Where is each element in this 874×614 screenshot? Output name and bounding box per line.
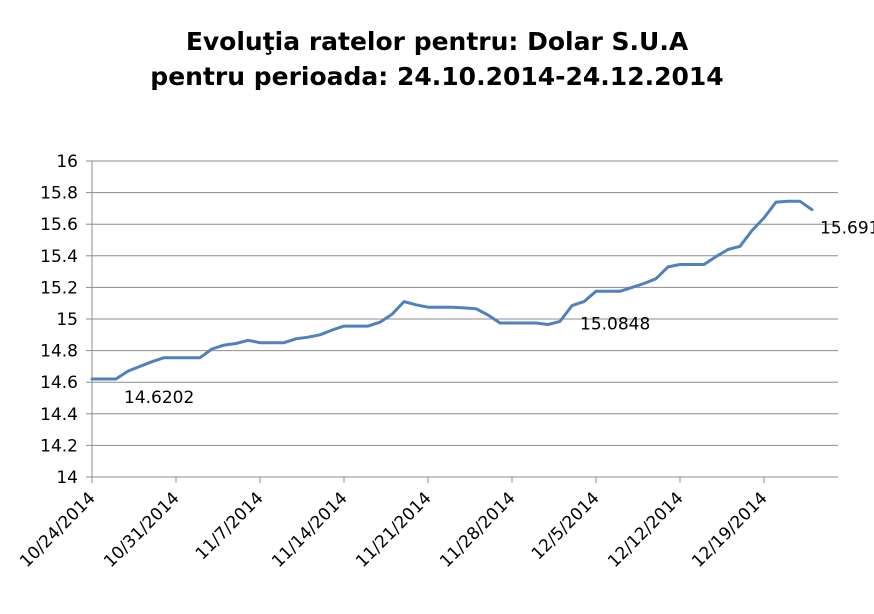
data-label: 15.0848 — [580, 315, 650, 335]
y-tick-label: 15.2 — [40, 278, 78, 298]
y-tick-label: 15 — [56, 310, 78, 330]
series-line — [90, 199, 814, 381]
x-tick-label: 12/12/2014 — [604, 488, 687, 571]
y-tick-label: 15.8 — [40, 184, 78, 204]
data-label: 14.6202 — [124, 388, 194, 408]
x-tick-label: 11/7/2014 — [192, 488, 268, 564]
y-tick-label: 14.4 — [40, 405, 78, 425]
y-tick-label: 15.6 — [40, 215, 78, 235]
data-label: 15.6916 — [820, 219, 874, 239]
chart-title: Evoluţia ratelor pentru: Dolar S.U.A — [185, 27, 689, 56]
x-tick-label: 12/19/2014 — [688, 488, 771, 571]
y-tick-label: 15.4 — [40, 247, 78, 267]
chart-subtitle: pentru perioada: 24.10.2014-24.12.2014 — [150, 62, 724, 91]
y-tick-label: 16 — [56, 152, 78, 172]
y-tick-label: 14.6 — [40, 373, 78, 393]
x-tick-label: 11/28/2014 — [436, 488, 519, 571]
y-tick-label: 14 — [56, 468, 78, 488]
x-tick-label: 10/31/2014 — [100, 488, 183, 571]
y-tick-label: 14.8 — [40, 342, 78, 362]
x-tick-label: 12/5/2014 — [528, 488, 604, 564]
x-tick-label: 11/14/2014 — [268, 488, 351, 571]
x-tick-label: 11/21/2014 — [352, 488, 435, 571]
y-tick-label: 14.2 — [40, 436, 78, 456]
x-tick-label: 10/24/2014 — [16, 488, 99, 571]
